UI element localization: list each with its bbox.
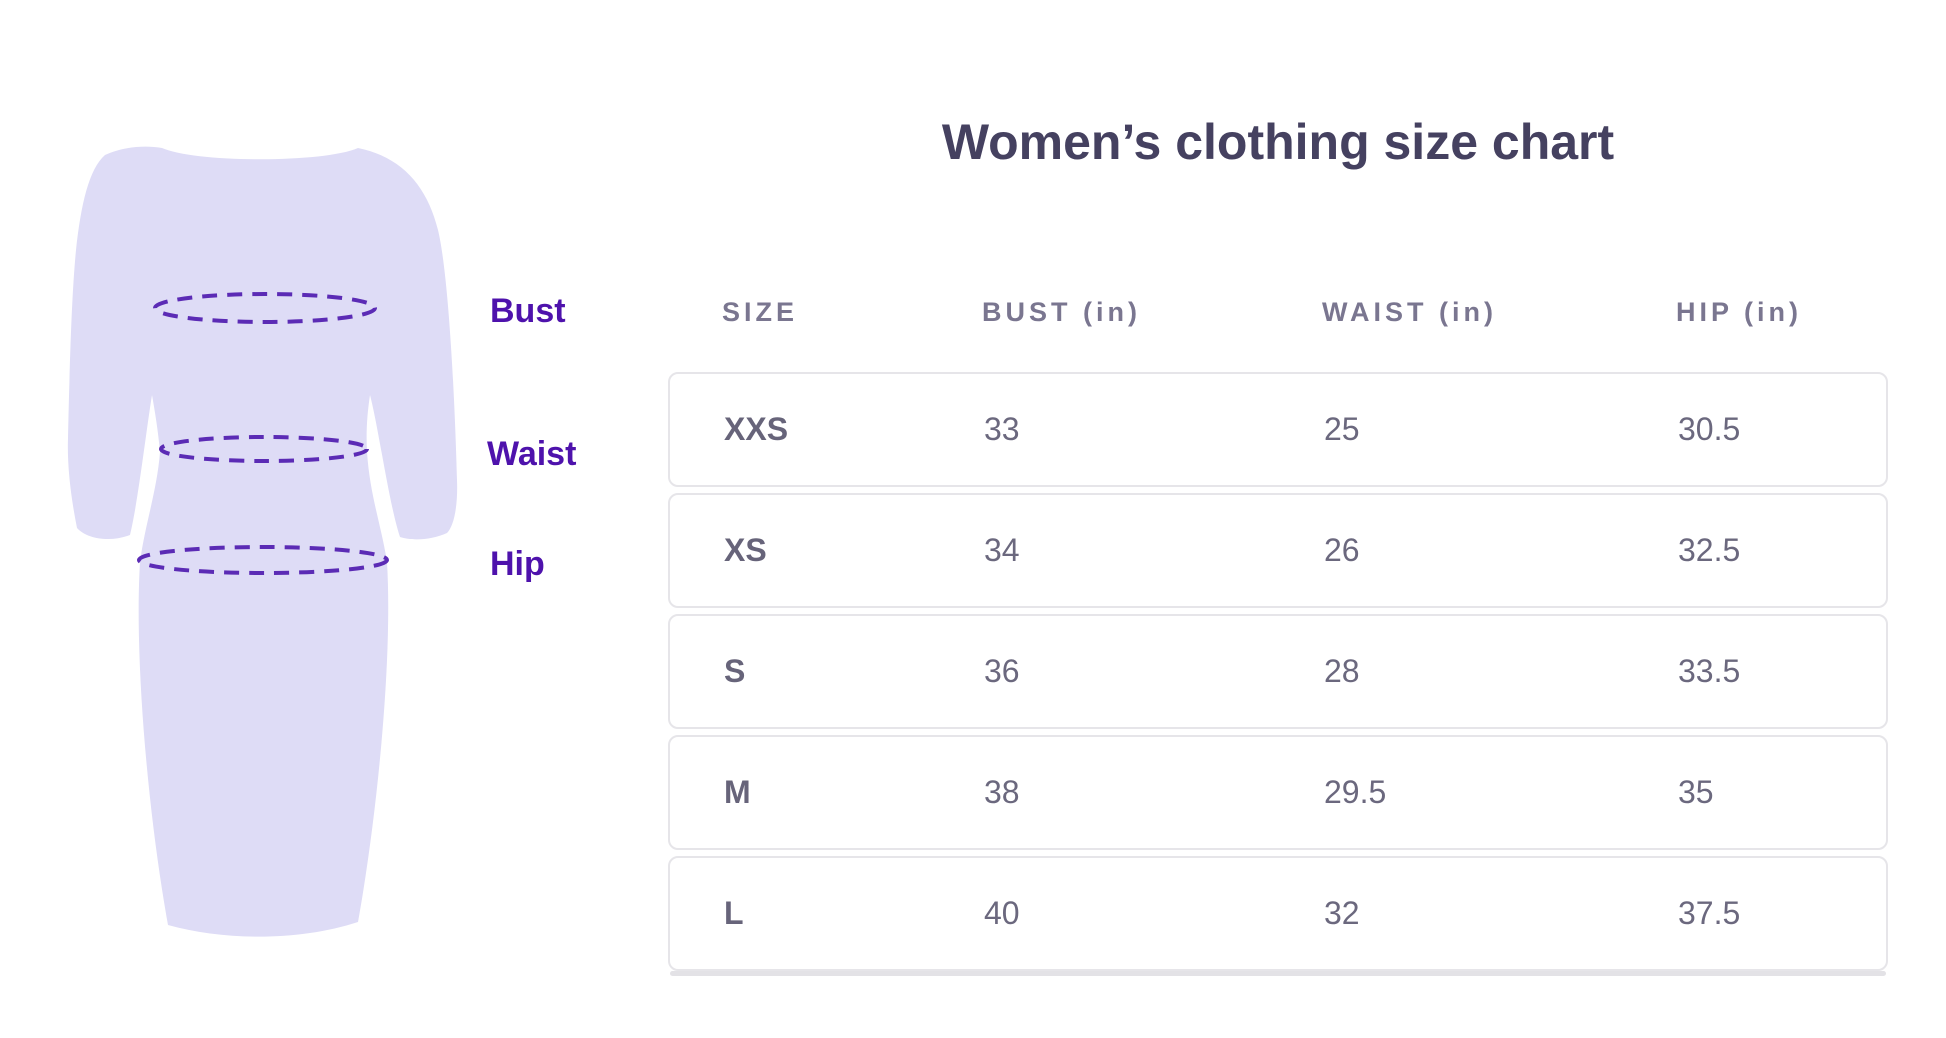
table-row: S 36 28 33.5 [668, 614, 1888, 729]
dress-silhouette [67, 146, 458, 937]
bust-measure-ellipse [153, 292, 377, 324]
waist-cell: 29.5 [1324, 774, 1387, 810]
waist-cell: 32 [1324, 895, 1360, 931]
size-table-body: XXS 33 25 30.5 XS 34 26 32.5 S 36 28 33.… [668, 372, 1888, 977]
bust-cell: 38 [984, 774, 1020, 810]
hip-label: Hip [490, 545, 545, 583]
hip-cell: 37.5 [1678, 895, 1741, 931]
bust-cell: 34 [984, 532, 1020, 568]
column-header-hip: HIP (in) [1676, 296, 1802, 327]
waist-cell: 25 [1324, 411, 1360, 447]
table-bottom-shadow [670, 971, 1886, 976]
column-header-bust: BUST (in) [982, 296, 1141, 327]
bust-cell: 33 [984, 411, 1020, 447]
dress-illustration [67, 146, 458, 937]
table-row: M 38 29.5 35 [668, 735, 1888, 850]
bust-label: Bust [490, 292, 566, 330]
bust-cell: 36 [984, 653, 1020, 689]
size-cell: M [724, 774, 751, 810]
page-title: Women’s clothing size chart [941, 114, 1615, 170]
waist-cell: 26 [1324, 532, 1360, 568]
size-cell: XS [724, 532, 767, 568]
size-cell: L [724, 895, 744, 931]
column-header-waist: WAIST (in) [1322, 296, 1497, 327]
hip-cell: 35 [1678, 774, 1714, 810]
waist-measure-ellipse [159, 435, 369, 463]
table-header-row: SIZE BUST (in) WAIST (in) HIP (in) [668, 292, 1888, 332]
table-row: L 40 32 37.5 [668, 856, 1888, 971]
bust-cell: 40 [984, 895, 1020, 931]
column-header-size: SIZE [722, 296, 799, 327]
waist-label: Waist [487, 435, 577, 473]
hip-cell: 30.5 [1678, 411, 1741, 447]
hip-cell: 32.5 [1678, 532, 1741, 568]
size-cell: S [724, 653, 746, 689]
waist-cell: 28 [1324, 653, 1360, 689]
table-row: XS 34 26 32.5 [668, 493, 1888, 608]
hip-cell: 33.5 [1678, 653, 1741, 689]
table-row: XXS 33 25 30.5 [668, 372, 1888, 487]
size-cell: XXS [724, 411, 789, 447]
size-table-panel: Women’s clothing size chart SIZE BUST (i… [668, 0, 1888, 1038]
hip-measure-ellipse [137, 545, 389, 575]
